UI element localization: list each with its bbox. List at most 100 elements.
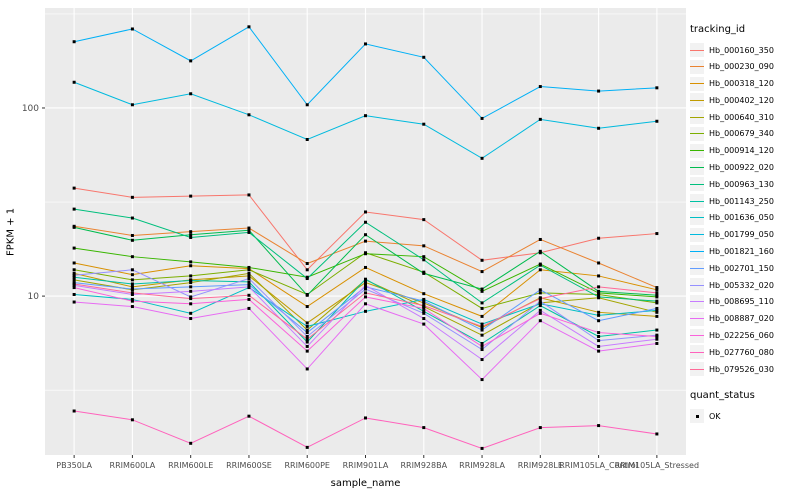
data-point: [364, 283, 367, 287]
data-point: [655, 286, 659, 290]
x-tick-label: PB350LA: [56, 461, 92, 470]
x-tick-label: RRIM928BA: [400, 461, 447, 470]
legend-label: Hb_000160_350: [709, 45, 774, 55]
data-point: [655, 337, 659, 341]
legend-item: Hb_000922_020: [690, 160, 800, 175]
legend-item: Hb_000914_120: [690, 143, 800, 158]
data-point: [189, 235, 193, 239]
y-axis-title: FPKM + 1: [5, 207, 17, 256]
data-point: [189, 59, 193, 63]
legend-label: Hb_001821_160: [709, 247, 774, 257]
legend-title-quant-status: quant_status: [690, 390, 755, 402]
data-point: [72, 225, 76, 229]
legend-item: Hb_027760_080: [690, 345, 800, 360]
data-point: [364, 252, 367, 256]
data-point: [480, 306, 484, 310]
x-tick-label: RRIM600LA: [110, 461, 156, 470]
data-point: [72, 292, 76, 296]
legend-label: Hb_005332_020: [709, 280, 774, 290]
data-point: [305, 331, 309, 335]
legend-key-line: [690, 284, 704, 286]
data-point: [72, 207, 76, 211]
x-tick-label: RRIM600PE: [284, 461, 330, 470]
data-point: [597, 295, 601, 299]
legend-item: Hb_001143_250: [690, 194, 800, 209]
data-point: [597, 339, 601, 343]
legend-key-line: [690, 83, 704, 85]
data-point: [364, 291, 367, 295]
legend-key: [690, 194, 704, 209]
data-point: [480, 446, 484, 450]
data-point: [480, 301, 484, 305]
data-point: [655, 308, 659, 312]
data-point: [597, 292, 601, 296]
data-point: [130, 305, 134, 309]
data-point: [364, 233, 367, 237]
data-point: [72, 278, 76, 282]
data-point: [72, 40, 76, 44]
data-point: [538, 308, 542, 312]
legend-key-line: [690, 200, 704, 202]
data-point: [247, 297, 251, 301]
data-point: [364, 210, 367, 214]
legend-label: Hb_001143_250: [709, 196, 774, 206]
data-point: [364, 114, 367, 118]
legend-key: [690, 210, 704, 225]
legend-key-line: [690, 267, 704, 269]
legend-label: Hb_000963_130: [709, 179, 774, 189]
data-point: [422, 258, 426, 262]
data-point: [247, 280, 251, 284]
data-point: [538, 288, 542, 292]
legend-key-ok: [690, 409, 704, 424]
data-point: [422, 304, 426, 308]
legend-key-line: [690, 150, 704, 152]
legend-key: [690, 244, 704, 259]
data-point: [480, 322, 484, 326]
data-point: [189, 297, 193, 301]
data-point: [538, 311, 542, 315]
legend-key: [690, 110, 704, 125]
legend-key-line: [690, 183, 704, 185]
legend-items: Hb_000160_350 Hb_000230_090 Hb_000318_120 H…: [690, 43, 800, 377]
legend-item: Hb_001636_050: [690, 210, 800, 225]
x-axis-title: sample_name: [330, 478, 401, 489]
data-point: [305, 337, 309, 341]
data-point: [247, 306, 251, 310]
legend-key: [690, 93, 704, 108]
legend-label: Hb_001799_050: [709, 230, 774, 240]
data-point: [305, 367, 309, 371]
data-point: [422, 255, 426, 259]
data-point: [189, 194, 193, 198]
data-point: [422, 309, 426, 313]
legend-label: Hb_000318_120: [709, 79, 774, 89]
legend-key-line: [690, 318, 704, 320]
ok-square-marker-icon: [695, 414, 699, 418]
legend-key: [690, 43, 704, 57]
legend-key: [690, 160, 704, 175]
data-point: [538, 263, 542, 267]
data-point: [130, 216, 134, 220]
data-point: [538, 304, 542, 308]
data-point: [130, 103, 134, 107]
data-point: [538, 299, 542, 303]
data-point: [305, 137, 309, 141]
x-tick-label: RRIM901LA: [343, 461, 389, 470]
x-tick-label: RRIM105LA_Control: [559, 461, 638, 470]
data-point: [305, 334, 309, 338]
data-point: [422, 292, 426, 296]
legend-key-line: [690, 335, 704, 337]
data-point: [422, 218, 426, 222]
data-point: [597, 319, 601, 323]
y-tick-label: 10: [28, 292, 40, 302]
data-point: [364, 281, 367, 285]
data-point: [422, 122, 426, 126]
legend-key: [690, 126, 704, 141]
data-point: [130, 278, 134, 282]
data-point: [655, 301, 659, 305]
data-point: [364, 416, 367, 420]
data-point: [130, 291, 134, 295]
data-point: [247, 293, 251, 297]
legend-item: Hb_008887_020: [690, 311, 800, 326]
data-point: [189, 289, 193, 293]
